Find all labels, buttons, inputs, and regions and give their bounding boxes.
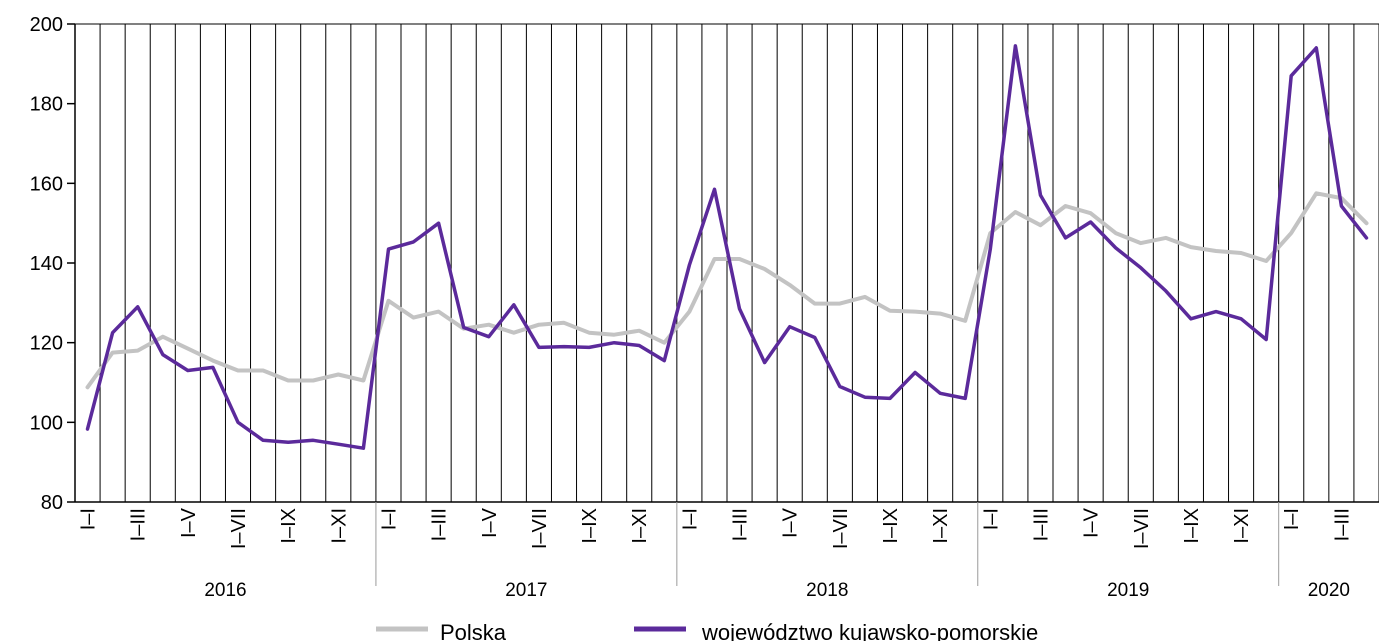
- series-line: [85, 191, 1369, 390]
- year-label: 2017: [505, 580, 547, 601]
- x-tick-label: I–V: [479, 507, 501, 538]
- series-lines: [85, 44, 1369, 450]
- x-tick-label: I–XI: [930, 508, 952, 544]
- x-tick-label: I–I: [1281, 508, 1303, 530]
- x-tick-label: I–VII: [1131, 508, 1153, 549]
- y-tick-label: 120: [30, 333, 63, 355]
- y-tick-label: 140: [30, 253, 63, 275]
- y-axis: 80 100 120 140 160 180 200: [30, 14, 76, 514]
- series-line: [85, 44, 1369, 450]
- x-tick-label: I–VII: [228, 508, 250, 549]
- y-tick-label: 160: [30, 173, 63, 195]
- x-tick-label: I–I: [980, 508, 1002, 530]
- x-tick-label: I–VII: [529, 508, 551, 549]
- x-tick-label: I–XI: [629, 508, 651, 544]
- x-tick-label: I–V: [1081, 507, 1103, 538]
- x-tick-label: I–V: [178, 507, 200, 538]
- x-tick-label: I–IX: [1181, 508, 1203, 544]
- x-tick-label: I–I: [378, 508, 400, 530]
- x-tick-label: I–I: [78, 508, 100, 530]
- legend-label: województwo kujawsko-pomorskie: [701, 620, 1038, 641]
- x-tick-label: I–III: [128, 508, 150, 541]
- x-tick-label: I–III: [429, 508, 451, 541]
- x-tick-label: I–III: [730, 508, 752, 541]
- x-tick-label: I–IX: [579, 508, 601, 544]
- y-tick-label: 80: [41, 492, 63, 514]
- year-label: 2019: [1107, 580, 1149, 601]
- x-tick-label: I–IX: [880, 508, 902, 544]
- x-tick-label: I–III: [1331, 508, 1353, 541]
- x-tick-label: I–I: [679, 508, 701, 530]
- x-tick-label: I–XI: [1231, 508, 1253, 544]
- y-tick-label: 180: [30, 94, 63, 116]
- x-tick-label: I–III: [1030, 508, 1052, 541]
- y-tick-label: 200: [30, 14, 63, 36]
- year-label: 2020: [1308, 580, 1350, 601]
- grid-lines: [74, 23, 1379, 502]
- legend: Polska województwo kujawsko-pomorskie: [376, 620, 1038, 641]
- x-tick-label: I–V: [780, 507, 802, 538]
- y-tick-label: 100: [30, 412, 63, 434]
- year-label: 2018: [806, 580, 848, 601]
- year-label: 2016: [204, 580, 246, 601]
- legend-label: Polska: [440, 620, 507, 641]
- x-tick-label: I–IX: [278, 508, 300, 544]
- x-tick-label: I–VII: [830, 508, 852, 549]
- x-tick-label: I–XI: [328, 508, 350, 544]
- x-axis: I–I I–III I–V I–VII I–IX I–XI I–I I–III I–V I–VII…: [75, 501, 1379, 601]
